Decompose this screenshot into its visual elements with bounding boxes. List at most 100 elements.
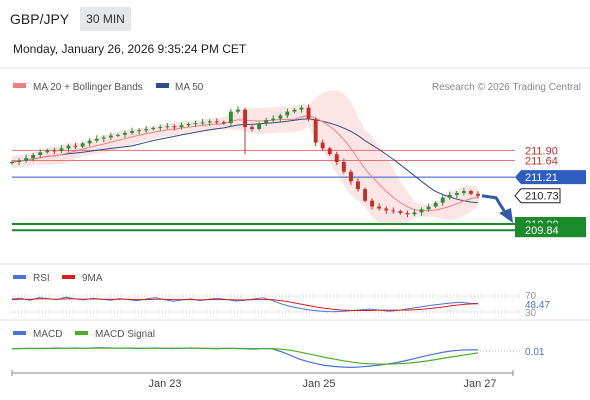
candle xyxy=(313,119,318,143)
candle xyxy=(271,118,276,121)
macd-value-label: 0.01 xyxy=(525,347,545,358)
legend-ma50-label: MA 50 xyxy=(175,82,204,93)
forecast-arrow xyxy=(481,194,513,223)
timeframe-button[interactable]: 30 MIN xyxy=(80,7,131,31)
macd-lines xyxy=(11,347,479,369)
candle xyxy=(264,120,269,124)
candle xyxy=(200,122,205,124)
candle xyxy=(391,210,396,212)
candle xyxy=(228,111,233,124)
x-tick-jan25: Jan 25 xyxy=(302,378,335,390)
legend-macd-signal-label: MACD Signal xyxy=(95,329,155,340)
candle xyxy=(236,109,240,112)
candle xyxy=(419,209,424,213)
candle xyxy=(17,160,21,162)
time-axis: Jan 23 Jan 25 Jan 27 xyxy=(11,370,514,390)
candle xyxy=(80,143,85,147)
candle xyxy=(426,206,431,210)
level-label-resistance: 211.90 xyxy=(525,145,558,157)
legend-rsi-label: RSI xyxy=(33,273,50,284)
candle xyxy=(285,111,290,116)
candle xyxy=(469,191,473,194)
forecast-arrow-head xyxy=(499,208,513,223)
macd-series-0 xyxy=(11,347,478,369)
candle xyxy=(207,121,212,123)
candle xyxy=(299,107,304,110)
candle xyxy=(447,194,452,198)
rsi-value-label: 48.47 xyxy=(525,300,550,311)
candle xyxy=(433,202,438,207)
candle xyxy=(349,171,353,182)
candle xyxy=(165,126,170,128)
candle xyxy=(116,134,120,136)
candle xyxy=(320,142,325,149)
candle xyxy=(257,123,262,129)
candle xyxy=(24,158,29,161)
legend-macd-label: MACD xyxy=(33,329,62,340)
candle xyxy=(370,200,374,207)
candle xyxy=(101,137,106,139)
candle xyxy=(52,150,57,152)
candle xyxy=(45,150,50,153)
candle xyxy=(476,193,480,196)
candle xyxy=(172,126,177,128)
candle xyxy=(38,152,43,155)
level-label-last: 210.73 xyxy=(525,191,559,203)
rsi-series-1 xyxy=(11,298,479,311)
candle xyxy=(405,213,410,215)
candle xyxy=(292,109,297,112)
candle xyxy=(193,123,198,125)
candle xyxy=(87,140,92,144)
legend-swatch-rsi xyxy=(13,275,26,279)
candle xyxy=(440,197,445,203)
rsi-30-tick: 30 xyxy=(525,308,537,319)
chart-credit: Research © 2026 Trading Central xyxy=(432,82,581,93)
candle xyxy=(356,181,360,190)
candle xyxy=(461,191,466,193)
candle xyxy=(327,148,332,155)
legend-swatch-9ma xyxy=(62,275,75,279)
forecast-arrow-line xyxy=(481,194,508,215)
candle xyxy=(278,115,283,119)
candle xyxy=(130,131,134,133)
candle xyxy=(341,162,346,172)
candle xyxy=(250,127,254,129)
candle xyxy=(66,145,71,149)
candle xyxy=(123,132,127,135)
legend-swatch-macd-signal xyxy=(75,331,88,335)
level-label-resistance: 211.64 xyxy=(525,156,558,168)
candle xyxy=(108,135,113,138)
level-label-support: 209.84 xyxy=(525,225,559,237)
legend-9ma-label: 9MA xyxy=(82,273,103,284)
candle xyxy=(214,121,219,123)
price-panel: MA 20 + Bollinger Bands MA 50 Research ©… xyxy=(0,67,590,238)
candle xyxy=(94,138,99,141)
level-label-bg-support xyxy=(515,223,586,238)
legend-ma20-label: MA 20 + Bollinger Bands xyxy=(33,82,143,93)
candle xyxy=(412,212,417,215)
candles xyxy=(10,104,480,218)
candle xyxy=(454,193,459,195)
legend-swatch-ma20 xyxy=(13,83,26,88)
candle xyxy=(384,208,389,211)
macd-panel: MACD MACD Signal 0.01 xyxy=(0,319,590,369)
candle xyxy=(306,107,311,120)
rsi-70-tick: 70 xyxy=(525,291,537,302)
candle xyxy=(59,148,64,152)
bollinger-band-area xyxy=(12,90,478,226)
candle xyxy=(10,162,14,164)
candle xyxy=(31,155,36,159)
candle xyxy=(151,127,156,130)
macd-series-1 xyxy=(11,347,479,365)
level-label-pivot: 211.21 xyxy=(525,172,558,184)
x-tick-jan27: Jan 27 xyxy=(463,378,496,390)
candle xyxy=(137,130,141,132)
x-tick-jan23: Jan 23 xyxy=(148,378,181,390)
candle xyxy=(179,125,184,128)
currency-pair-title: GBP/JPY xyxy=(10,11,70,27)
candle xyxy=(186,124,191,126)
candle xyxy=(221,122,226,124)
level-label-bg-last xyxy=(514,188,561,204)
